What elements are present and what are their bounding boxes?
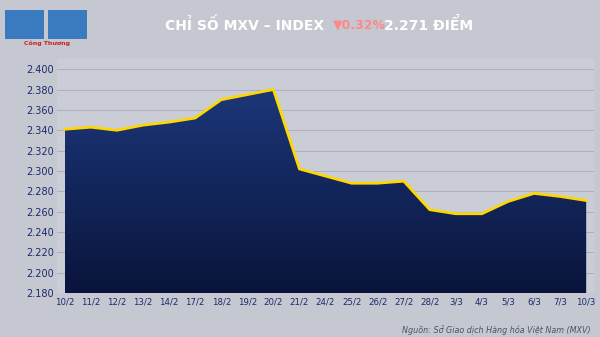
- Bar: [5, 10, 44, 39]
- Text: ▼0.32%: ▼0.32%: [333, 19, 386, 32]
- Text: 2.271 ĐIỂM: 2.271 ĐIỂM: [384, 17, 473, 33]
- Bar: [49, 10, 88, 39]
- Text: Nguồn: Sở Giao dịch Hàng hóa Việt Nam (MXV): Nguồn: Sở Giao dịch Hàng hóa Việt Nam (M…: [403, 326, 591, 335]
- Text: CHỈ SỐ MXV – INDEX: CHỈ SỐ MXV – INDEX: [165, 17, 324, 33]
- Text: Công Thương: Công Thương: [23, 40, 70, 46]
